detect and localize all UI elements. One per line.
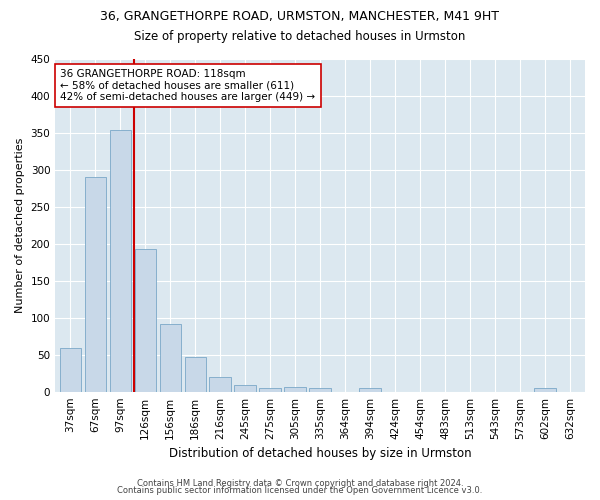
Bar: [185, 357, 206, 392]
X-axis label: Distribution of detached houses by size in Urmston: Distribution of detached houses by size …: [169, 447, 472, 460]
Text: Contains HM Land Registry data © Crown copyright and database right 2024.: Contains HM Land Registry data © Crown c…: [137, 478, 463, 488]
Bar: [359, 388, 380, 392]
Text: 36, GRANGETHORPE ROAD, URMSTON, MANCHESTER, M41 9HT: 36, GRANGETHORPE ROAD, URMSTON, MANCHEST…: [101, 10, 499, 23]
Bar: [110, 130, 131, 392]
Bar: [209, 377, 231, 392]
Bar: [259, 388, 281, 392]
Bar: [160, 324, 181, 392]
Text: Contains public sector information licensed under the Open Government Licence v3: Contains public sector information licen…: [118, 486, 482, 495]
Bar: [310, 388, 331, 392]
Bar: [59, 348, 81, 392]
Y-axis label: Number of detached properties: Number of detached properties: [15, 138, 25, 313]
Bar: [284, 387, 306, 392]
Bar: [85, 178, 106, 392]
Bar: [535, 388, 556, 392]
Bar: [235, 385, 256, 392]
Bar: [134, 249, 156, 392]
Text: Size of property relative to detached houses in Urmston: Size of property relative to detached ho…: [134, 30, 466, 43]
Text: 36 GRANGETHORPE ROAD: 118sqm
← 58% of detached houses are smaller (611)
42% of s: 36 GRANGETHORPE ROAD: 118sqm ← 58% of de…: [61, 69, 316, 102]
